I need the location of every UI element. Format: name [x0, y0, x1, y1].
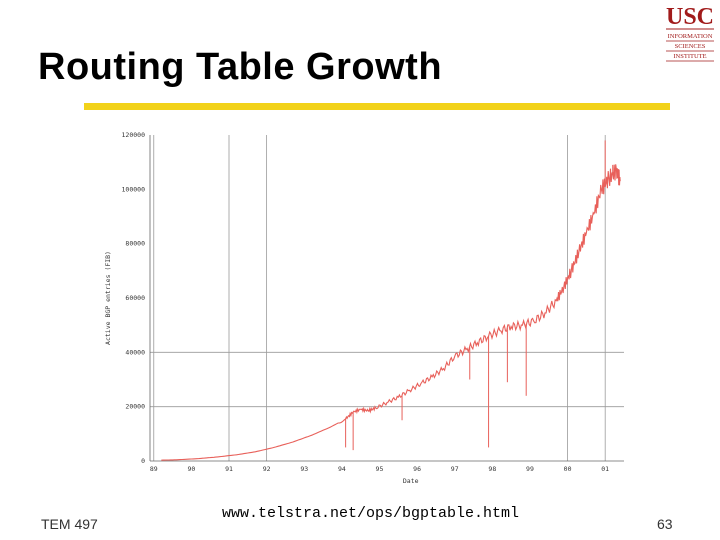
y-tick-label: 0: [141, 457, 145, 465]
x-tick-label: 89: [150, 465, 158, 473]
logo-line2: SCIENCES: [675, 43, 706, 50]
footer-source-url: www.telstra.net/ops/bgptable.html: [222, 505, 520, 522]
x-tick-label: 01: [601, 465, 609, 473]
grid-lines: [150, 135, 624, 461]
y-tick-label: 40000: [125, 348, 145, 356]
data-series: [161, 140, 621, 461]
x-tick-label: 95: [376, 465, 384, 473]
y-axis-title: Active BGP entries (FIB): [104, 251, 112, 345]
page-number: 63: [657, 516, 673, 532]
series-line-0: [161, 164, 621, 461]
x-tick-label: 96: [413, 465, 421, 473]
x-tick-label: 92: [263, 465, 271, 473]
logo-line1: INFORMATION: [668, 33, 713, 40]
logo-main-text: USC: [666, 4, 714, 30]
axes: [149, 135, 624, 462]
routing-table-chart: 0 20000 40000 60000 80000 100000 120000 89 90 91 9…: [104, 131, 624, 485]
x-tick-label: 99: [526, 465, 534, 473]
y-tick-label: 100000: [122, 185, 146, 193]
footer-course-label: TEM 497: [41, 516, 98, 532]
x-tick-label: 93: [300, 465, 308, 473]
x-tick-label: 00: [564, 465, 572, 473]
logo-line3: INSTITUTE: [673, 53, 706, 60]
x-tick-label: 91: [225, 465, 233, 473]
x-tick-label: 94: [338, 465, 346, 473]
y-tick-label: 60000: [125, 294, 145, 302]
y-tick-label: 80000: [125, 240, 145, 248]
x-tick-label: 90: [187, 465, 195, 473]
x-tick-label: 98: [488, 465, 496, 473]
slide-title: Routing Table Growth: [38, 46, 443, 88]
y-tick-label: 20000: [125, 403, 145, 411]
title-underline-bar: [84, 103, 670, 110]
tick-labels: 0 20000 40000 60000 80000 100000 120000 89 90 91 9…: [122, 131, 610, 473]
usc-isi-logo: USC INFORMATION SCIENCES INSTITUTE: [662, 0, 718, 66]
y-tick-label: 120000: [122, 131, 146, 139]
x-tick-label: 97: [451, 465, 459, 473]
x-axis-title: Date: [403, 477, 419, 485]
